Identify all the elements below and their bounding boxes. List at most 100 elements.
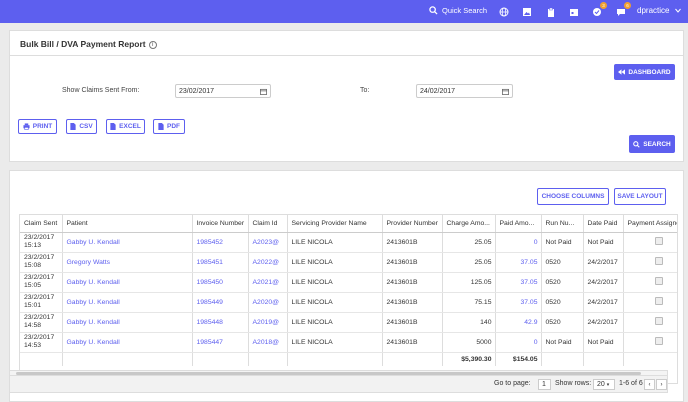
table-row[interactable]: 23/2/2017 14:53 Gabby U. Kendall 1985447 … xyxy=(20,332,677,353)
charge-cell: 125.05 xyxy=(442,272,496,293)
paid-cell[interactable]: 0 xyxy=(495,332,542,353)
print-button[interactable]: PRINT xyxy=(18,119,57,134)
patient-link[interactable]: Gabby U. Kendall xyxy=(62,232,193,253)
image-icon[interactable] xyxy=(520,5,533,18)
alerts-icon[interactable]: 3 xyxy=(590,2,607,18)
report-filter-card: Bulk Bill / DVA Payment Report i DASHBOAR… xyxy=(9,30,684,162)
col-header[interactable]: Payment Assigned xyxy=(623,215,677,233)
show-rows-label: Show rows: xyxy=(555,380,592,387)
claim-sent-cell: 23/2/2017 15:05 xyxy=(20,272,63,293)
provider-number-cell: 2413601B xyxy=(382,252,443,273)
col-header[interactable]: Provider Number xyxy=(382,215,443,233)
col-header[interactable]: Servicing Provider Name xyxy=(287,215,383,233)
run-number-cell: 0520 xyxy=(541,292,584,313)
paid-cell[interactable]: 0 xyxy=(495,232,542,253)
scrollbar-thumb[interactable] xyxy=(16,372,641,375)
provider-cell: LILE NICOLA xyxy=(287,272,383,293)
invoice-link[interactable]: 1985448 xyxy=(192,312,249,333)
claim-id-link[interactable]: A2021@ xyxy=(248,272,288,293)
csv-button[interactable]: CSV xyxy=(66,119,97,134)
claim-id-link[interactable]: A2023@ xyxy=(248,232,288,253)
provider-number-cell: 2413601B xyxy=(382,232,443,253)
from-date-input[interactable]: 23/02/2017 xyxy=(175,84,271,98)
patient-link[interactable]: Gabby U. Kendall xyxy=(62,312,193,333)
horizontal-scrollbar[interactable] xyxy=(9,370,668,376)
paid-cell[interactable]: 37.05 xyxy=(495,272,542,293)
table-row[interactable]: 23/2/2017 14:58 Gabby U. Kendall 1985448 … xyxy=(20,312,677,333)
rows-select[interactable]: 20 ▾ xyxy=(593,379,615,390)
charge-cell: 140 xyxy=(442,312,496,333)
calendar-icon[interactable] xyxy=(567,5,580,18)
table-row[interactable]: 23/2/2017 15:08 Gregory Watts 1985451 A20… xyxy=(20,252,677,273)
next-page-button[interactable]: › xyxy=(656,379,667,390)
claim-id-link[interactable]: A2020@ xyxy=(248,292,288,313)
col-header[interactable]: Invoice Number xyxy=(192,215,249,233)
payment-assigned-checkbox[interactable] xyxy=(654,317,663,325)
prev-page-button[interactable]: ‹ xyxy=(644,379,655,390)
claim-id-link[interactable]: A2018@ xyxy=(248,332,288,353)
col-header[interactable]: Run Nu... xyxy=(541,215,584,233)
col-header[interactable]: Charge Amo... xyxy=(442,215,496,233)
invoice-link[interactable]: 1985449 xyxy=(192,292,249,313)
page-input[interactable]: 1 xyxy=(538,379,551,390)
pdf-button[interactable]: PDF xyxy=(153,119,185,134)
choose-columns-button[interactable]: CHOOSE COLUMNS xyxy=(537,188,609,205)
payment-assigned-checkbox[interactable] xyxy=(654,277,663,285)
invoice-link[interactable]: 1985451 xyxy=(192,252,249,273)
table-row[interactable]: 23/2/2017 15:13 Gabby U. Kendall 1985452 … xyxy=(20,232,677,253)
dashboard-button[interactable]: DASHBOARD xyxy=(614,64,675,80)
date-paid-cell: 24/2/2017 xyxy=(583,252,624,273)
col-header[interactable]: Claim Sent xyxy=(20,215,63,233)
col-header[interactable]: Paid Amo... xyxy=(495,215,542,233)
col-header[interactable]: Claim Id xyxy=(248,215,288,233)
payment-assigned-checkbox[interactable] xyxy=(654,237,663,245)
claim-id-link[interactable]: A2019@ xyxy=(248,312,288,333)
provider-number-cell: 2413601B xyxy=(382,332,443,353)
calendar-icon xyxy=(502,88,509,95)
file-icon xyxy=(110,123,116,130)
chevron-down-icon[interactable] xyxy=(675,8,681,13)
table-row[interactable]: 23/2/2017 15:01 Gabby U. Kendall 1985449 … xyxy=(20,292,677,313)
paid-cell[interactable]: 37.05 xyxy=(495,252,542,273)
patient-link[interactable]: Gregory Watts xyxy=(62,252,193,273)
paid-cell[interactable]: 42.9 xyxy=(495,312,542,333)
claims-table: Claim Sent Patient Invoice Number Claim … xyxy=(19,214,678,384)
chevron-down-icon: ▾ xyxy=(606,381,610,388)
claim-sent-cell: 23/2/2017 15:13 xyxy=(20,232,63,253)
claim-sent-cell: 23/2/2017 14:58 xyxy=(20,312,63,333)
save-layout-button[interactable]: SAVE LAYOUT xyxy=(614,188,666,205)
provider-cell: LILE NICOLA xyxy=(287,252,383,273)
date-paid-cell: 24/2/2017 xyxy=(583,272,624,293)
rewind-icon xyxy=(618,69,626,75)
excel-button[interactable]: EXCEL xyxy=(106,119,145,134)
col-header[interactable]: Patient xyxy=(62,215,193,233)
table-row[interactable]: 23/2/2017 15:05 Gabby U. Kendall 1985450 … xyxy=(20,272,677,293)
quick-search-label: Quick Search xyxy=(442,6,488,15)
charge-cell: 5000 xyxy=(442,332,496,353)
to-date-input[interactable]: 24/02/2017 xyxy=(416,84,513,98)
results-card: CHOOSE COLUMNS SAVE LAYOUT Claim Sent Pa… xyxy=(9,170,684,402)
invoice-link[interactable]: 1985450 xyxy=(192,272,249,293)
invoice-link[interactable]: 1985452 xyxy=(192,232,249,253)
payment-assigned-cell xyxy=(623,232,677,253)
messages-icon[interactable]: 6 xyxy=(614,2,631,18)
patient-link[interactable]: Gabby U. Kendall xyxy=(62,292,193,313)
user-menu[interactable]: dpractice xyxy=(637,6,670,15)
col-header[interactable]: Date Paid xyxy=(583,215,624,233)
payment-assigned-checkbox[interactable] xyxy=(654,297,663,305)
payment-assigned-checkbox[interactable] xyxy=(654,337,663,345)
invoice-link[interactable]: 1985447 xyxy=(192,332,249,353)
from-label: Show Claims Sent From: xyxy=(62,87,140,94)
globe-icon[interactable] xyxy=(497,5,510,18)
search-button[interactable]: SEARCH xyxy=(629,135,675,153)
payment-assigned-checkbox[interactable] xyxy=(654,257,663,265)
claim-id-link[interactable]: A2022@ xyxy=(248,252,288,273)
info-icon[interactable]: i xyxy=(148,40,157,49)
clipboard-icon[interactable] xyxy=(544,5,557,18)
claim-sent-cell: 23/2/2017 14:53 xyxy=(20,332,63,353)
alerts-badge: 3 xyxy=(600,2,607,9)
patient-link[interactable]: Gabby U. Kendall xyxy=(62,272,193,293)
patient-link[interactable]: Gabby U. Kendall xyxy=(62,332,193,353)
paid-cell[interactable]: 37.05 xyxy=(495,292,542,313)
quick-search[interactable]: Quick Search xyxy=(429,6,487,15)
